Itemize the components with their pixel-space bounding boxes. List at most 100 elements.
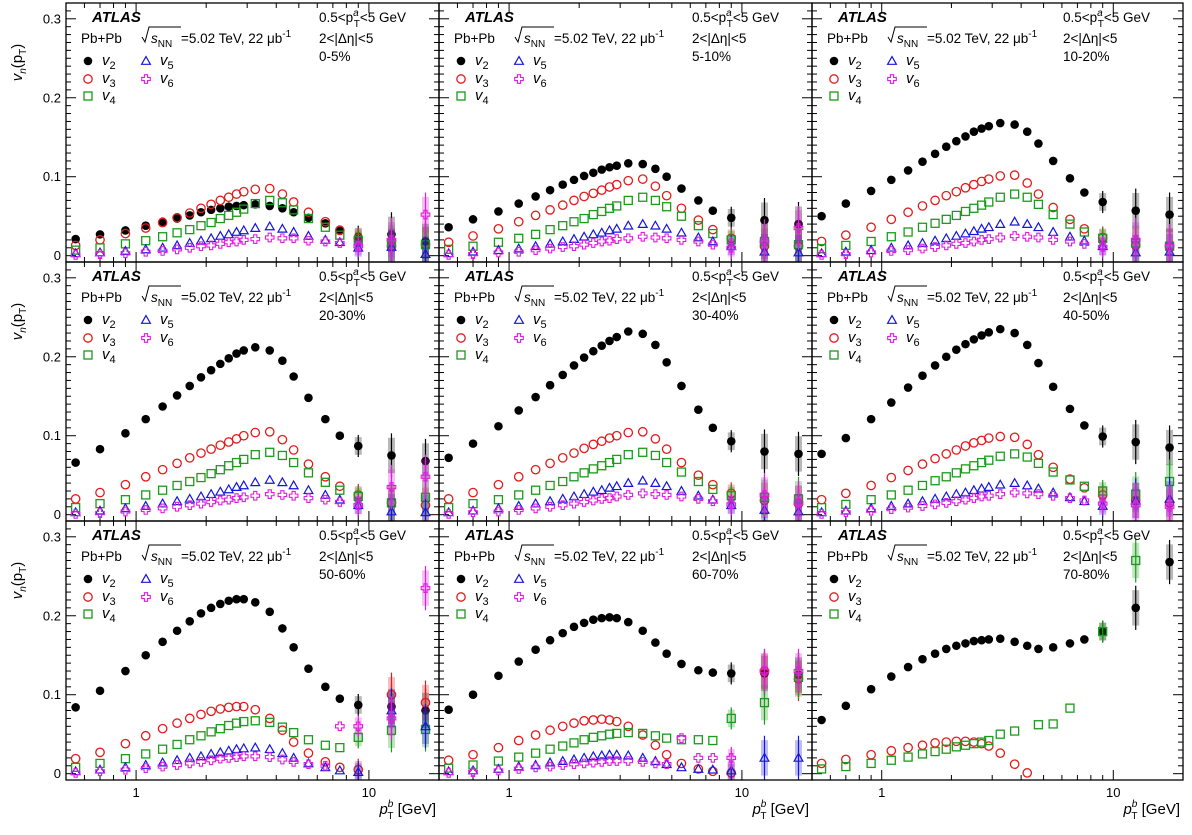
v5-marker: [793, 246, 804, 257]
v5-marker: [420, 720, 431, 731]
v3-marker: [264, 426, 275, 437]
v4-marker: [172, 480, 182, 491]
v5-marker: [976, 223, 988, 233]
v2-marker: [387, 451, 396, 460]
v2-marker: [335, 431, 345, 441]
v3-marker: [120, 479, 131, 490]
legend-sub: 5: [914, 60, 920, 72]
pta-label: 0.5<pa T<5 GeV: [692, 8, 779, 30]
v2-marker: [1034, 139, 1043, 148]
v2-marker: [158, 217, 167, 227]
v3-marker: [215, 704, 226, 714]
v4-marker: [157, 744, 168, 754]
v3-marker: [468, 231, 478, 241]
legend-label-v5: v5: [533, 311, 547, 331]
v4-marker: [759, 697, 770, 708]
v4-marker: [468, 760, 478, 770]
x-axis-title-p: p: [1122, 801, 1131, 818]
legend-v: v: [102, 588, 111, 605]
v6-marker: [334, 721, 345, 732]
v5-marker: [205, 232, 217, 243]
v6-marker: [637, 231, 648, 242]
v4-marker: [693, 476, 704, 487]
v3-marker: [196, 203, 206, 214]
pta-text: 0.5<p: [319, 10, 353, 25]
v2-marker: [708, 206, 718, 215]
v5-marker: [264, 474, 276, 484]
v6-marker: [277, 754, 288, 765]
legend-label-v2: v2: [102, 570, 116, 590]
legend-sub: 5: [168, 578, 174, 590]
v3-marker: [277, 725, 288, 736]
legend-label-v2: v2: [475, 570, 489, 590]
system-label: Pb+Pb: [81, 31, 122, 46]
v5-marker: [94, 505, 106, 515]
v5-marker: [288, 752, 300, 762]
v4-marker: [335, 742, 345, 753]
v6-marker: [1009, 231, 1020, 241]
v3-marker: [140, 730, 151, 741]
v6-marker: [960, 238, 971, 248]
v2-marker: [941, 644, 951, 654]
v3-marker: [277, 189, 288, 199]
system-label: Pb+Pb: [454, 290, 495, 305]
v2-marker: [1065, 404, 1075, 414]
pta-sup: a: [1097, 267, 1103, 278]
v3-marker: [223, 702, 234, 713]
v2-marker: [969, 335, 979, 344]
legend-sub: 6: [541, 337, 547, 349]
legend-v: v: [848, 346, 857, 363]
legend-label-v3: v3: [848, 329, 862, 349]
v4-marker: [930, 746, 940, 757]
v2-marker: [196, 609, 206, 618]
pta-text: 0.5<p: [1063, 10, 1097, 25]
sqrt-sign: [514, 26, 554, 44]
v4-marker: [530, 229, 541, 240]
v4-marker: [1048, 467, 1058, 477]
v2-marker: [1022, 641, 1032, 651]
sqrt-sign: [887, 544, 927, 562]
v5-marker: [223, 228, 235, 239]
legend-v: v: [533, 52, 542, 69]
v6-marker: [1022, 488, 1033, 499]
v2-marker: [494, 671, 503, 681]
x-tick-label: 10: [1106, 785, 1120, 800]
legend-label-v3: v3: [102, 588, 116, 608]
v5-marker: [649, 755, 661, 765]
v4-marker: [303, 213, 314, 224]
v6-marker: [650, 758, 661, 769]
v2-marker: [444, 453, 453, 463]
v6-marker: [141, 592, 151, 602]
v6-marker: [983, 490, 994, 501]
v4-marker: [976, 200, 987, 210]
y-tick-label: 0: [54, 507, 61, 522]
v4-marker: [886, 232, 896, 242]
v6-marker: [545, 243, 555, 254]
v6-marker: [141, 74, 151, 84]
v6-marker: [493, 765, 504, 776]
v6-marker: [1048, 490, 1059, 501]
v3-marker: [1033, 189, 1044, 199]
sqrt-sign: [887, 26, 927, 44]
v3-marker: [623, 175, 634, 186]
v4-marker: [579, 468, 589, 478]
v6-marker: [468, 507, 478, 518]
v3-marker: [676, 758, 687, 769]
legend-v: v: [848, 70, 857, 87]
v6-marker: [840, 249, 851, 259]
v6-marker: [196, 756, 206, 767]
v4-marker: [196, 472, 206, 483]
energy-text: =5.02 TeV, 22 μb: [927, 31, 1028, 46]
v5-marker: [1021, 479, 1033, 490]
sqrt-s: s: [151, 549, 158, 564]
v4-marker: [604, 203, 615, 213]
v3-marker: [196, 709, 206, 720]
v6-marker: [303, 759, 314, 770]
v6-marker: [120, 506, 131, 517]
v6-marker: [623, 756, 634, 766]
v2-marker: [494, 207, 503, 216]
v2-marker: [694, 405, 703, 414]
v4-marker: [185, 476, 195, 487]
pta-label: 0.5<pa T<5 GeV: [1063, 8, 1150, 30]
legend-v: v: [475, 605, 484, 622]
